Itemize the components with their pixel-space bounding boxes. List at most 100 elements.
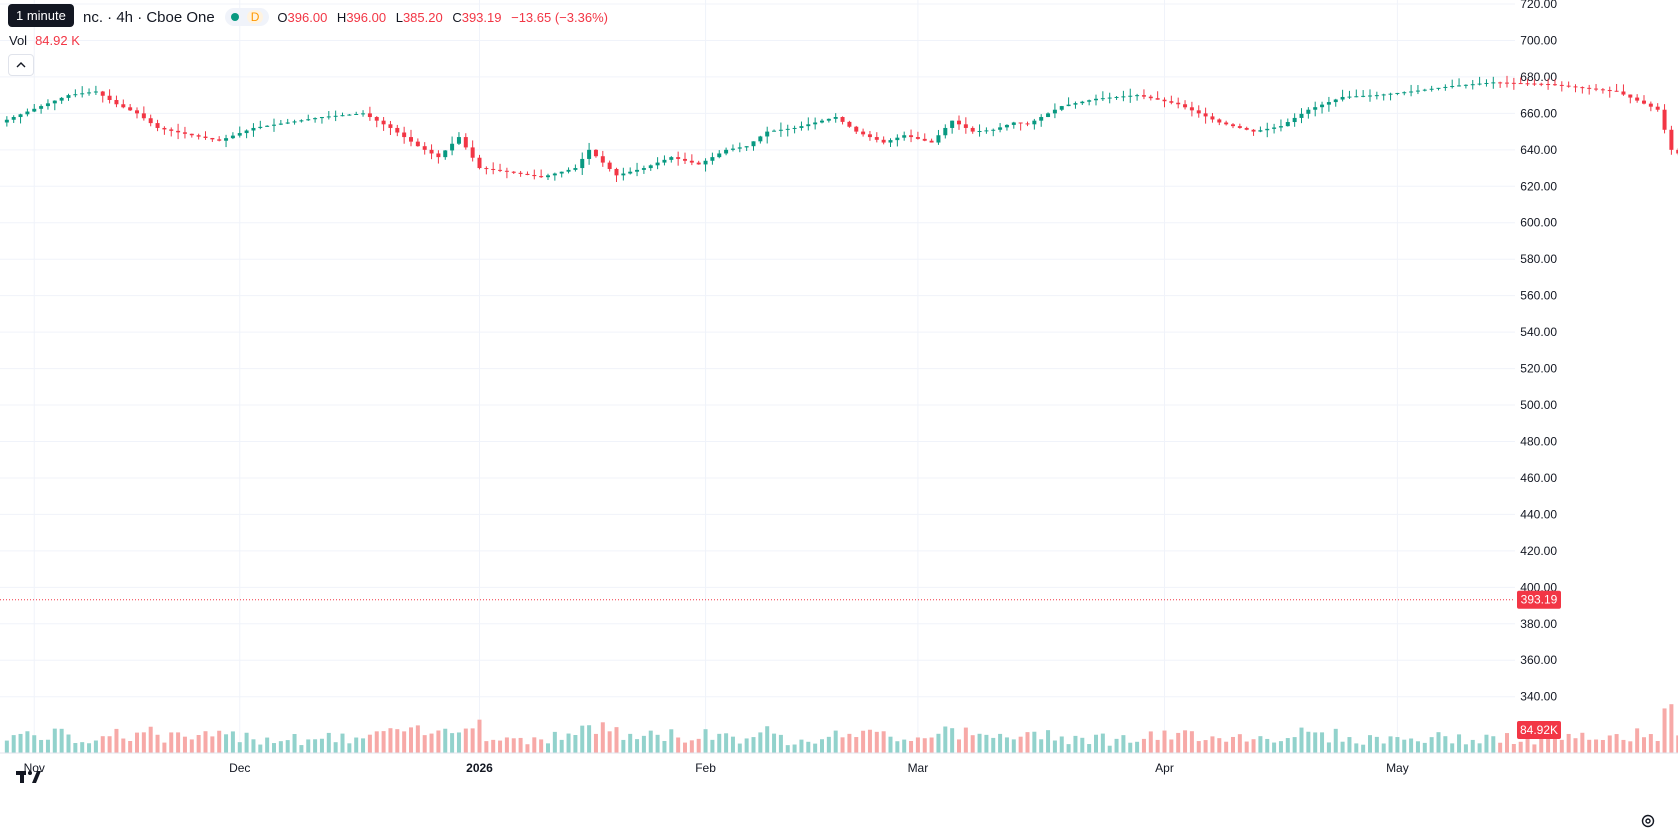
y-tick-label: 500.00 bbox=[1520, 398, 1557, 412]
volume-bar bbox=[888, 736, 893, 753]
candle bbox=[566, 169, 571, 172]
candle bbox=[511, 171, 516, 173]
candle bbox=[751, 141, 756, 147]
volume-bar bbox=[1258, 736, 1263, 753]
volume-bar bbox=[724, 733, 729, 753]
volume-bar bbox=[1244, 741, 1249, 753]
candle bbox=[203, 136, 208, 138]
volume-bar bbox=[1094, 734, 1098, 753]
collapse-legend-button[interactable] bbox=[8, 54, 34, 76]
volume-bar bbox=[1436, 732, 1441, 753]
volume-bar bbox=[169, 732, 174, 753]
volume-bar bbox=[867, 729, 872, 753]
candle bbox=[683, 158, 687, 161]
candle bbox=[265, 125, 270, 127]
x-tick-label: Apr bbox=[1155, 761, 1174, 775]
volume-bar bbox=[1628, 741, 1633, 753]
volume-bar bbox=[1073, 735, 1078, 753]
candle bbox=[409, 137, 413, 142]
candle bbox=[1655, 106, 1660, 110]
volume-bar bbox=[148, 726, 153, 753]
candle bbox=[299, 120, 304, 122]
volume-bar bbox=[1059, 736, 1064, 753]
candle bbox=[867, 134, 872, 138]
volume-bar bbox=[751, 737, 756, 753]
volume-bar bbox=[703, 729, 708, 753]
volume-bar bbox=[463, 728, 468, 753]
volume-bar bbox=[1498, 742, 1503, 753]
candle bbox=[724, 149, 729, 154]
settings-gear-icon[interactable] bbox=[1640, 813, 1656, 829]
volume-bar bbox=[93, 740, 98, 753]
volume-bar bbox=[203, 731, 208, 753]
candle bbox=[1443, 86, 1448, 88]
candle bbox=[1511, 82, 1516, 84]
candle bbox=[422, 146, 427, 150]
candle bbox=[114, 100, 119, 105]
volume-bar bbox=[1642, 737, 1646, 753]
candle bbox=[121, 104, 126, 108]
volume-bar bbox=[1080, 737, 1085, 753]
volume-bar bbox=[1388, 736, 1393, 753]
symbol-title[interactable]: nc. · 4h · Cboe One bbox=[83, 8, 215, 26]
candle bbox=[354, 113, 359, 115]
volume-bar bbox=[1217, 738, 1222, 753]
candle bbox=[224, 138, 229, 141]
volume-bar bbox=[1148, 731, 1153, 753]
volume-bar bbox=[806, 741, 811, 753]
volume-bar bbox=[1210, 736, 1215, 753]
volume-bar bbox=[1025, 732, 1030, 753]
volume-bar bbox=[313, 739, 318, 753]
volume-bar bbox=[1265, 738, 1270, 753]
candle bbox=[244, 130, 249, 134]
volume-bar bbox=[573, 735, 578, 753]
volume-bar bbox=[306, 739, 311, 753]
y-tick-label: 580.00 bbox=[1520, 252, 1557, 266]
volume-bar bbox=[1189, 731, 1194, 753]
candle bbox=[1457, 85, 1462, 87]
volume-bar bbox=[196, 734, 201, 753]
candle bbox=[1600, 89, 1605, 91]
candle bbox=[943, 127, 948, 136]
volume-bar bbox=[1231, 736, 1235, 753]
candle bbox=[395, 127, 400, 133]
volume-bar bbox=[1306, 731, 1311, 753]
change-value: −13.65 (−3.36%) bbox=[511, 9, 608, 25]
candle bbox=[902, 135, 907, 138]
market-status-pill[interactable]: D bbox=[224, 8, 270, 26]
volume-bar bbox=[717, 733, 722, 753]
candle bbox=[840, 117, 845, 122]
volume-bar bbox=[340, 733, 345, 753]
candle bbox=[600, 156, 605, 163]
candle bbox=[1004, 124, 1009, 128]
y-tick-label: 520.00 bbox=[1520, 362, 1557, 376]
volume-bar bbox=[1004, 737, 1009, 753]
candle bbox=[470, 147, 475, 158]
volume-bar bbox=[347, 743, 352, 753]
volume-bar bbox=[792, 744, 797, 753]
candle bbox=[936, 135, 941, 143]
candle bbox=[1635, 97, 1640, 101]
volume-bar bbox=[477, 719, 482, 753]
volume-bar bbox=[1580, 732, 1585, 753]
candle bbox=[1539, 83, 1544, 85]
volume-bar bbox=[1470, 739, 1475, 753]
candle bbox=[1525, 83, 1530, 85]
candle bbox=[806, 124, 811, 127]
candle bbox=[607, 162, 612, 169]
volume-bar bbox=[1402, 739, 1407, 753]
volume-bar bbox=[689, 740, 694, 753]
candle bbox=[285, 122, 290, 124]
candle bbox=[1313, 107, 1318, 110]
x-tick-label: May bbox=[1386, 761, 1409, 775]
tradingview-logo-icon[interactable] bbox=[15, 767, 43, 787]
candle bbox=[39, 106, 44, 109]
volume-bar bbox=[1518, 741, 1523, 753]
volume-bar bbox=[107, 736, 112, 753]
candle bbox=[635, 169, 640, 172]
candle bbox=[580, 158, 585, 169]
volume-bar bbox=[237, 742, 242, 753]
volume-bar bbox=[963, 727, 968, 753]
